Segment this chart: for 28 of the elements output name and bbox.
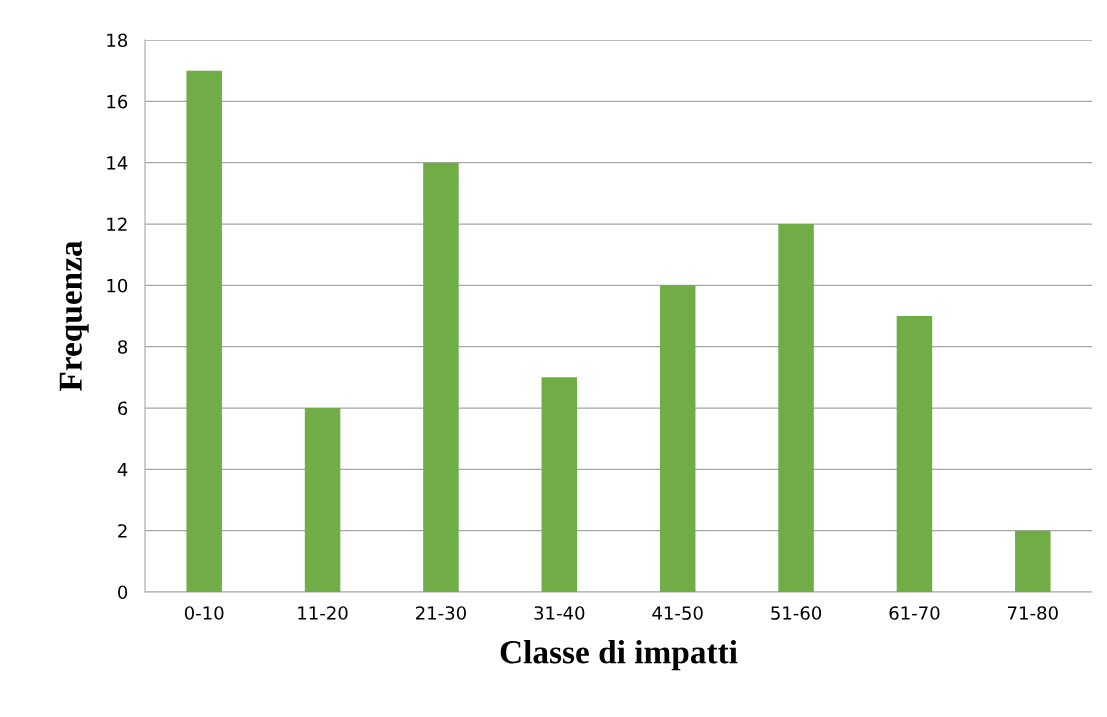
bar <box>304 408 341 592</box>
bar <box>541 377 578 592</box>
y-tick-label: 6 <box>118 401 128 416</box>
x-axis-title: Classe di impatti <box>500 640 738 671</box>
x-tick-label: 31-40 <box>534 606 585 620</box>
x-tick-label: 61-70 <box>889 606 940 620</box>
y-tick-label: 10 <box>107 278 128 293</box>
x-tick-label: 51-60 <box>771 606 822 620</box>
y-tick-label: 14 <box>107 156 128 170</box>
bar <box>423 162 459 592</box>
y-tick-label: 16 <box>107 94 128 109</box>
bar <box>659 285 696 592</box>
bar <box>896 316 933 592</box>
x-tick-label: 41-50 <box>652 606 703 620</box>
y-tick-label: 18 <box>107 33 128 48</box>
y-tick-label: 12 <box>107 217 127 231</box>
y-tick-label: 0 <box>118 585 128 600</box>
bar <box>1015 530 1051 592</box>
y-tick-label: 8 <box>118 340 128 354</box>
x-tick-label: 71-80 <box>1008 606 1058 620</box>
bar <box>186 70 222 592</box>
y-tick-label: 2 <box>118 524 127 538</box>
x-tick-label: 21-30 <box>416 606 466 620</box>
y-tick-label: 4 <box>117 463 128 477</box>
x-tick-label: 11-20 <box>298 606 348 620</box>
bar <box>778 224 814 592</box>
x-tick-label: 0-10 <box>184 606 224 620</box>
y-axis-title: Frequenza <box>59 240 89 392</box>
